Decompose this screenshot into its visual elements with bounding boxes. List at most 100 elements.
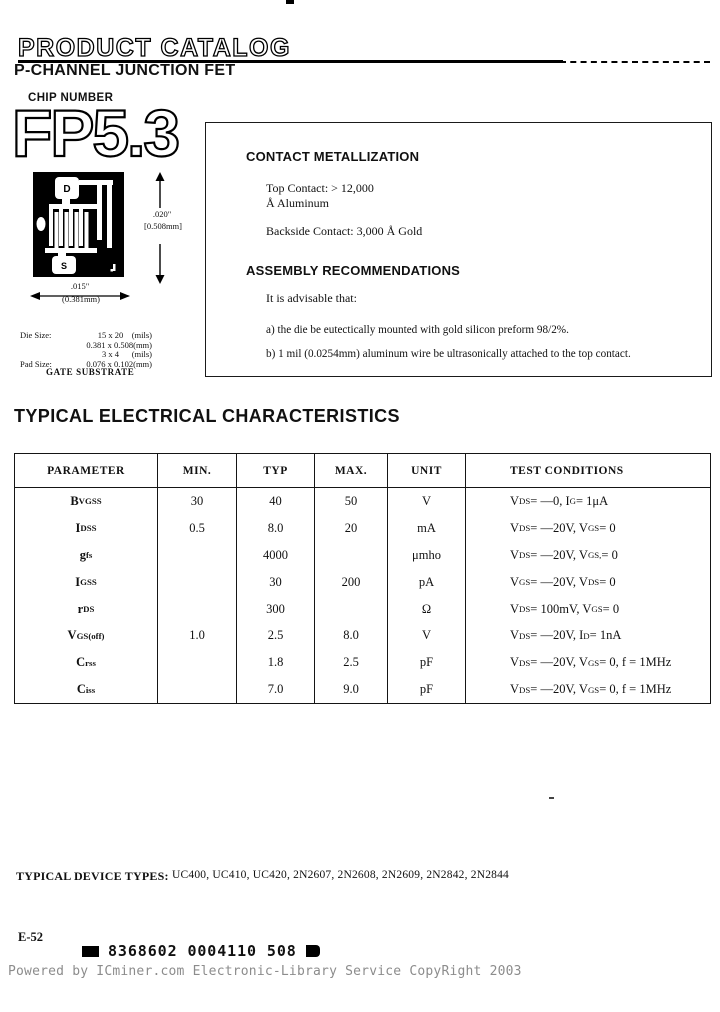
param-cell: r DS [15,595,158,623]
max-cell: 9.0 [315,676,388,704]
unit-cell: V [388,622,466,650]
barcode-end-block [305,945,320,957]
max-cell: 20 [315,514,388,542]
max-cell: 50 [315,488,388,515]
test-conditions-cell: V DS = —20V, V GS = 0, f = 1MHz [510,682,672,697]
gate-substrate-note: GATE SUBSTRATE [46,367,135,377]
max-cell [315,595,388,623]
chip-number-label: CHIP NUMBER [28,92,114,104]
page-number: E-52 [18,930,43,944]
test-conditions-cell: V DS = 100mV, V GS = 0 [510,601,620,616]
min-cell [158,676,237,704]
electrical-characteristics-title: TYPICAL ELECTRICAL CHARACTERISTICS [14,406,400,426]
test-conditions-cell: V DS = —20V, V GS = 0, f = 1MHz [510,655,672,670]
param-cell: V GS(off) [15,622,158,650]
typ-cell: 30 [237,568,315,596]
typ-cell: 1.8 [237,649,315,677]
table-row: I GSS 30 200 pA V GS = —20V, V DS = 0 [15,568,710,596]
backside-contact-line: Backside Contact: 3,000 Å Gold [266,224,423,238]
min-cell [158,595,237,623]
footer-service-text: Powered by ICminer.com Electronic-Librar… [8,964,522,979]
electrical-characteristics-table: PARAMETER MIN. TYP MAX. UNIT TEST CONDIT… [14,453,711,704]
min-cell [158,541,237,569]
pad-size-label: Pad Size: [20,358,52,369]
col-header-min: MIN. [158,454,237,487]
typ-cell: 4000 [237,541,315,569]
height-dim-mm: [0.508mm] [143,221,182,231]
test-conditions-cell: V DS = —20V, V GS = 0 [510,520,616,535]
pad-size-mm: 0.076 x 0.102(mm) [86,358,152,369]
min-cell [158,649,237,677]
width-dim-mm: (0.381mm) [61,294,100,304]
test-conditions-cell: V GS = —20V, V DS = 0 [510,574,616,589]
height-dim-inches: .020" [152,209,172,219]
barcode-digits: 8368602 0004110 508 [108,942,297,960]
col-header-test-conditions: TEST CONDITIONS [510,464,624,477]
barcode-start-block [82,945,99,957]
width-dimension-arrow [30,292,130,300]
col-header-unit: UNIT [388,454,466,487]
top-contact-line1: Top Contact: > 12,000 [266,181,374,195]
die-size-mils: 15 x 20 (mils) [97,330,152,340]
width-dim-inches: .015" [70,281,90,291]
min-cell: 0.5 [158,514,237,542]
typ-cell: 7.0 [237,676,315,704]
chip-number-text: FP5.3 [12,103,178,170]
min-cell [158,568,237,596]
unit-cell: Ω [388,595,466,623]
chip-number-big: FP5.3 [12,103,181,171]
height-dimension-arrow [155,172,165,284]
pad-size-mils: 3 x 4 (mils) [101,349,152,359]
unit-cell: pF [388,649,466,677]
unit-cell: V [388,488,466,515]
product-catalog-title: PRODUCT CATALOG [17,33,291,62]
typ-cell: 2.5 [237,622,315,650]
col-header-parameter: PARAMETER [15,454,158,487]
col-header-typ: TYP [237,454,315,487]
drain-pad-label: D [63,184,70,195]
param-cell: g fs [15,541,158,569]
assembly-recommendations-title: ASSEMBLY RECOMMENDATIONS [246,263,461,278]
min-cell: 1.0 [158,622,237,650]
source-pad-label: S [61,261,67,271]
chip-die-image: D S [33,172,124,277]
page-subtitle: P-CHANNEL JUNCTION FET [14,62,236,79]
unit-cell: μmho [388,541,466,569]
header-rule-thick [18,60,563,63]
max-cell: 200 [315,568,388,596]
assembly-item-a: a) the die be eutectically mounted with … [266,324,569,336]
unit-cell: pF [388,676,466,704]
param-cell: I DSS [15,514,158,542]
max-cell [315,541,388,569]
test-conditions-cell: V DS = —20V, V GS, = 0 [510,547,618,562]
product-catalog-text: PRODUCT CATALOG [18,34,291,62]
header-rule-thin [560,61,710,63]
col-header-max: MAX. [315,454,388,487]
scan-artifact-tick [286,0,294,4]
typ-cell: 8.0 [237,514,315,542]
top-contact-line2: Å Aluminum [266,196,330,210]
die-size-mm: 0.381 x 0.508(mm) [86,339,152,350]
scan-artifact-dash [549,797,554,799]
unit-cell: pA [388,568,466,596]
assembly-item-b: b) 1 mil (0.0254mm) aluminum wire be ult… [266,348,631,360]
min-cell: 30 [158,488,237,515]
device-types-label: TYPICAL DEVICE TYPES: [16,869,169,883]
info-box: CONTACT METALLIZATION Top Contact: > 12,… [205,122,712,377]
param-cell: B VGSS [15,488,158,515]
typ-cell: 40 [237,488,315,515]
typ-cell: 300 [237,595,315,623]
table-row: I DSS 0.5 8.0 20 mA V DS = —20V, V GS = 0 [15,514,710,542]
barcode-row: 8368602 0004110 508 [82,942,320,960]
unit-cell: mA [388,514,466,542]
param-cell: I GSS [15,568,158,596]
die-size-label: Die Size: [20,330,52,340]
